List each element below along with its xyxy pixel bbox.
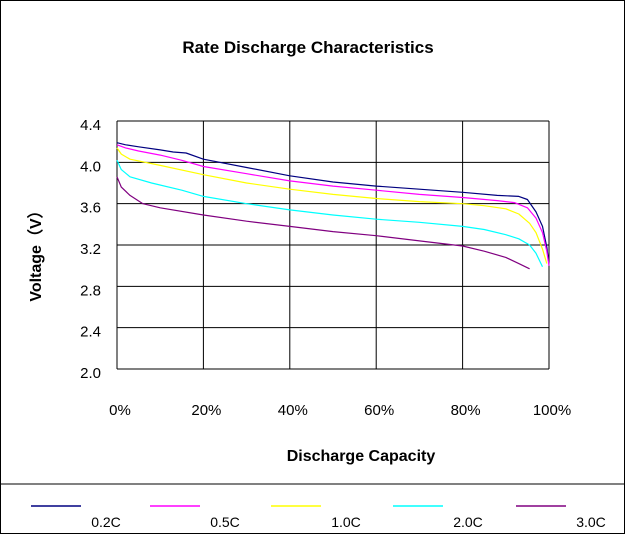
series-line-0-2C — [116, 142, 550, 265]
y-tick-labels: 2.0 2.4 2.8 3.2 3.6 4.0 4.4 — [80, 117, 101, 382]
grid — [116, 120, 550, 370]
legend-label: 2.0C — [453, 514, 483, 530]
legend-label: 0.2C — [91, 514, 121, 530]
y-tick-label: 2.4 — [80, 324, 101, 341]
y-tick-label: 3.6 — [80, 200, 101, 217]
legend-label: 3.0C — [576, 514, 606, 530]
y-tick-label: 2.0 — [80, 365, 101, 382]
y-tick-label: 2.8 — [80, 282, 101, 299]
series-line-1-0C — [116, 147, 548, 264]
series-line-3-0C — [116, 176, 530, 270]
x-tick-label: 60% — [364, 402, 394, 419]
x-tick-label: 0% — [109, 402, 131, 419]
series-line-0-5C — [116, 144, 550, 266]
x-tick-label: 80% — [451, 402, 481, 419]
x-tick-labels: 0% 20% 40% 60% 80% 100% — [109, 402, 571, 419]
y-tick-label: 3.2 — [80, 241, 101, 258]
y-axis-label: Voltage（V） — [27, 202, 45, 301]
legend-label: 1.0C — [331, 514, 361, 530]
series-line-2-0C — [116, 160, 544, 267]
y-tick-label: 4.0 — [80, 158, 101, 175]
x-axis-label: Discharge Capacity — [287, 448, 436, 465]
legend: 0.2C 0.5C 1.0C 2.0C 3.0C — [31, 505, 606, 530]
series-lines — [116, 142, 550, 270]
legend-label: 0.5C — [210, 514, 240, 530]
y-tick-label: 4.4 — [80, 117, 101, 134]
x-tick-label: 40% — [278, 402, 308, 419]
x-tick-label: 20% — [191, 402, 221, 419]
x-tick-label: 100% — [533, 402, 571, 419]
chart-title: Rate Discharge Characteristics — [182, 38, 433, 57]
